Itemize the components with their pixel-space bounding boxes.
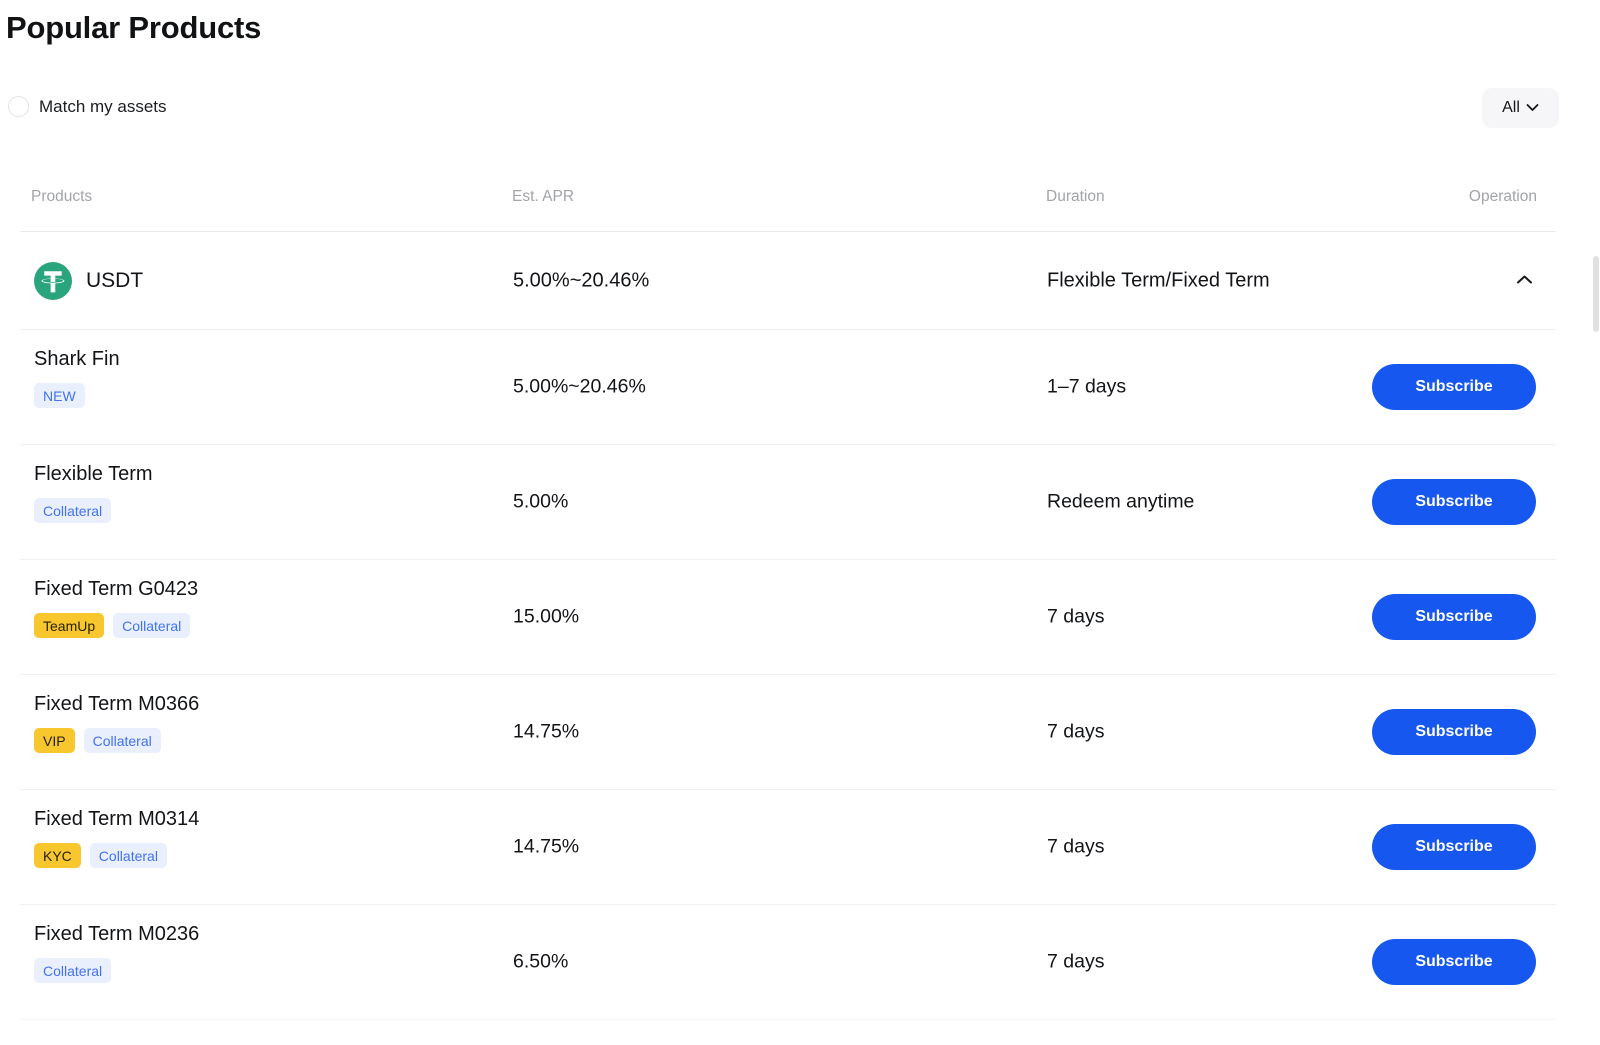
product-name: Flexible Term: [34, 463, 153, 485]
header-est-apr: Est. APR: [512, 188, 575, 205]
header-operation: Operation: [1468, 188, 1537, 205]
table-header-row: Products Est. APR Duration Operation: [20, 186, 1556, 232]
product-name: Fixed Term G0423: [34, 578, 199, 600]
scrollbar-thumb[interactable]: [1593, 256, 1599, 332]
product-apr: 14.75%: [513, 720, 580, 743]
collapse-group-button[interactable]: [1510, 267, 1538, 295]
product-apr: 5.00%~20.46%: [513, 375, 646, 398]
subscribe-button[interactable]: Subscribe: [1372, 709, 1536, 755]
header-products: Products: [31, 188, 93, 205]
badge-list: Collateral: [34, 498, 112, 523]
collateral-badge: Collateral: [83, 728, 161, 753]
asset-group-row-usdt[interactable]: USDT 5.00%~20.46% Flexible Term/Fixed Te…: [20, 232, 1556, 330]
asset-duration: Flexible Term/Fixed Term: [1047, 269, 1270, 291]
products-table: Products Est. APR Duration Operation USD…: [20, 186, 1556, 1020]
subscribe-button[interactable]: Subscribe: [1372, 364, 1536, 410]
product-duration: 7 days: [1047, 950, 1105, 973]
product-name: Fixed Term M0236: [34, 923, 200, 945]
product-duration: 7 days: [1047, 720, 1105, 743]
vip-badge: VIP: [34, 728, 75, 753]
product-row-flexible-term: Flexible Term Collateral 5.00% Redeem an…: [20, 445, 1556, 560]
collateral-badge: Collateral: [34, 958, 112, 983]
product-row-fixed-term-m0236: Fixed Term M0236 Collateral 6.50% 7 days…: [20, 905, 1556, 1020]
new-badge: NEW: [34, 383, 85, 408]
badge-list: TeamUp Collateral: [34, 613, 191, 638]
page-title: Popular Products: [6, 10, 262, 45]
product-name: Fixed Term M0366: [34, 693, 200, 715]
filter-bar: Match my assets All: [0, 88, 1600, 137]
kyc-badge: KYC: [34, 843, 81, 868]
all-filter-label: All: [1502, 99, 1520, 116]
product-row-fixed-term-g0423: Fixed Term G0423 TeamUp Collateral 15.00…: [20, 560, 1556, 675]
badge-list: NEW: [34, 383, 85, 408]
all-filter-dropdown[interactable]: All: [1482, 88, 1559, 128]
product-duration: 1–7 days: [1047, 375, 1127, 398]
product-apr: 15.00%: [513, 605, 580, 628]
chevron-up-icon: [1516, 273, 1533, 288]
product-apr: 14.75%: [513, 835, 580, 858]
asset-apr: 5.00%~20.46%: [513, 269, 650, 291]
collateral-badge: Collateral: [34, 498, 112, 523]
badge-list: KYC Collateral: [34, 843, 167, 868]
product-apr: 5.00%: [513, 490, 569, 513]
product-duration: 7 days: [1047, 835, 1105, 858]
product-duration: 7 days: [1047, 605, 1105, 628]
product-row-fixed-term-m0366: Fixed Term M0366 VIP Collateral 14.75% 7…: [20, 675, 1556, 790]
badge-list: Collateral: [34, 958, 112, 983]
header-duration: Duration: [1046, 188, 1105, 205]
collateral-badge: Collateral: [113, 613, 191, 638]
collateral-badge: Collateral: [89, 843, 167, 868]
product-row-fixed-term-m0314: Fixed Term M0314 KYC Collateral 14.75% 7…: [20, 790, 1556, 905]
chevron-down-icon: [1526, 99, 1539, 117]
product-name: Fixed Term M0314: [34, 808, 200, 830]
usdt-tether-icon: [34, 262, 72, 300]
subscribe-button[interactable]: Subscribe: [1372, 939, 1536, 985]
teamup-badge: TeamUp: [34, 613, 105, 638]
product-duration: Redeem anytime: [1047, 490, 1195, 513]
subscribe-button[interactable]: Subscribe: [1372, 594, 1536, 640]
match-my-assets-radio[interactable]: [8, 96, 29, 117]
asset-name: USDT: [86, 268, 144, 292]
product-row-shark-fin: Shark Fin NEW 5.00%~20.46% 1–7 days Subs…: [20, 330, 1556, 445]
match-my-assets-label[interactable]: Match my assets: [39, 97, 167, 116]
product-name: Shark Fin: [34, 348, 120, 370]
subscribe-button[interactable]: Subscribe: [1372, 479, 1536, 525]
badge-list: VIP Collateral: [34, 728, 161, 753]
subscribe-button[interactable]: Subscribe: [1372, 824, 1536, 870]
product-apr: 6.50%: [513, 950, 569, 973]
